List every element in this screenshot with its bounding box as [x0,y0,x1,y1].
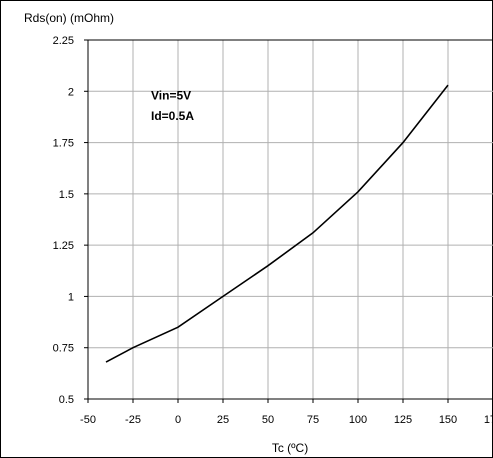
y-tick-label: 1.5 [59,189,74,201]
grid [88,40,493,399]
y-tick-label: 2 [68,86,74,98]
y-tick-label: 0.5 [59,394,74,406]
y-tick-label: 1.75 [53,138,74,150]
chart-annotation: Id=0.5A [151,109,194,123]
x-tick-label: 100 [349,414,367,426]
x-tick-label: 25 [217,414,229,426]
x-axis-title: Tc (ºC) [272,441,308,455]
x-tick-label: -25 [125,414,141,426]
x-tick-label: 150 [439,414,457,426]
y-tick-label: 0.75 [53,343,74,355]
axes [84,39,493,403]
x-tick-label: 50 [262,414,274,426]
y-tick-label: 1.25 [53,240,74,252]
x-tick-label: -50 [80,414,96,426]
x-tick-label: 125 [394,414,412,426]
annotations: Vin=5V Id=0.5A [151,88,194,123]
x-tick-label: 75 [307,414,319,426]
series-layer [105,84,449,363]
x-tick-label: 0 [175,414,181,426]
chart-annotation: Vin=5V [151,88,191,102]
series-line [105,84,449,363]
y-tick-label: 1 [68,291,74,303]
y-axis-title: Rds(on) (mOhm) [24,11,114,25]
tick-labels: -50 -25 0 25 50 75 100 125 150 175 0.5 0.75 1 1.25 1.5… [53,35,493,426]
y-tick-label: 2.25 [53,35,74,47]
x-tick-label: 175 [484,414,493,426]
